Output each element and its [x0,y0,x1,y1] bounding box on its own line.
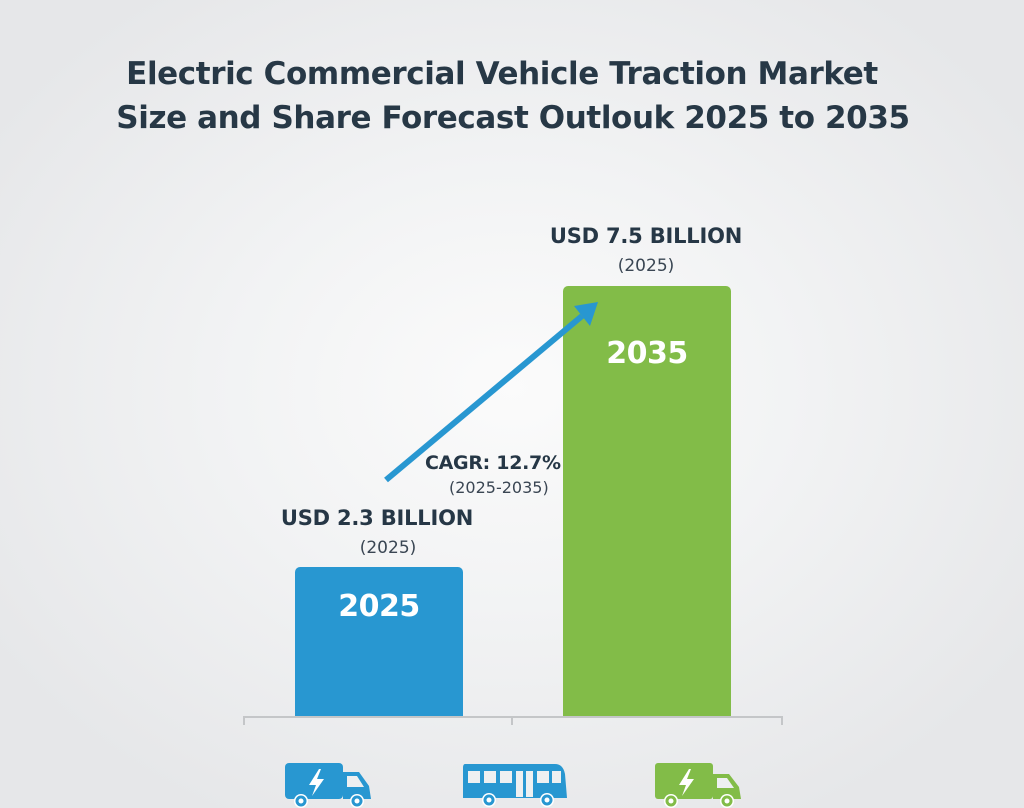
x-axis-tick [511,716,513,725]
chart-title: Electric Commercial Vehicle Traction Mar… [0,52,1024,140]
bus-icon [463,764,567,807]
chart-title-line-2: Size and Share Forecast Outlouk 2025 to … [116,100,910,136]
x-axis-tick [781,716,783,725]
x-axis-line [243,716,783,718]
chart-title-line-1: Electric Commercial Vehicle Traction Mar… [126,56,878,92]
cagr-range: (2025-2035) [449,478,549,497]
bar-2025: 2025 [295,567,463,717]
bar-2035: 2035 [563,286,731,717]
bar-2025-year-label: 2025 [338,589,420,624]
bar-2035-year-label: 2035 [606,336,688,371]
electric-van-icon [285,763,371,808]
cagr-label: CAGR: 12.7% [425,452,561,474]
electric-truck-icon [655,763,741,808]
bar-2035-sub-label: (2025) [617,256,675,276]
bar-2025-sub-label: (2025) [359,538,417,558]
x-axis-tick [243,716,245,725]
bar-2035-value-label: USD 7.5 BILLION [549,224,743,248]
bar-2025-value-label: USD 2.3 BILLION [280,506,474,530]
